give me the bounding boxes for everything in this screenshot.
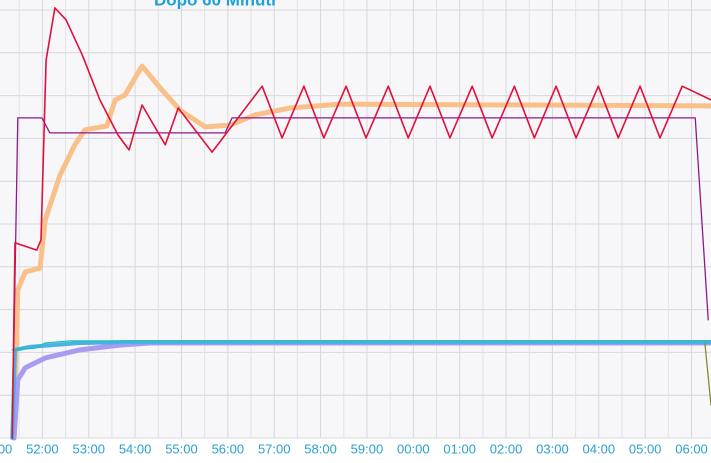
x-tick-label: 06:00 (675, 441, 708, 456)
x-tick-label: 03:00 (536, 441, 569, 456)
x-tick-label: 58:00 (304, 441, 337, 456)
x-tick-label: 05:00 (629, 441, 662, 456)
x-tick-label: 56:00 (212, 441, 245, 456)
x-tick-label: 02:00 (490, 441, 523, 456)
series-line (11, 340, 711, 351)
x-tick-label: 54:00 (119, 441, 152, 456)
x-tick-label: 52:00 (26, 441, 59, 456)
x-tick-label: 51:00 (0, 441, 12, 456)
series-line (10, 340, 711, 440)
x-tick-label: 57:00 (258, 441, 291, 456)
chart-title: Dopo 60 Minuti (154, 0, 276, 9)
x-tick-label: 53:00 (72, 441, 105, 456)
x-tick-label: 59:00 (351, 441, 384, 456)
x-tick-label: 01:00 (443, 441, 476, 456)
labels: 51:00 52:00 53:00 54:00 55:00 56:00 57:00 58:00… (0, 441, 708, 456)
series-line (11, 7, 711, 439)
x-tick-label: 55:00 (165, 441, 198, 456)
lines (10, 7, 711, 441)
series-line (11, 63, 711, 441)
x-tick-label: 04:00 (583, 441, 616, 456)
x-tick-label: 00:00 (397, 441, 430, 456)
plot-background (0, 0, 711, 438)
series-line (11, 117, 709, 439)
series-line (704, 343, 711, 406)
